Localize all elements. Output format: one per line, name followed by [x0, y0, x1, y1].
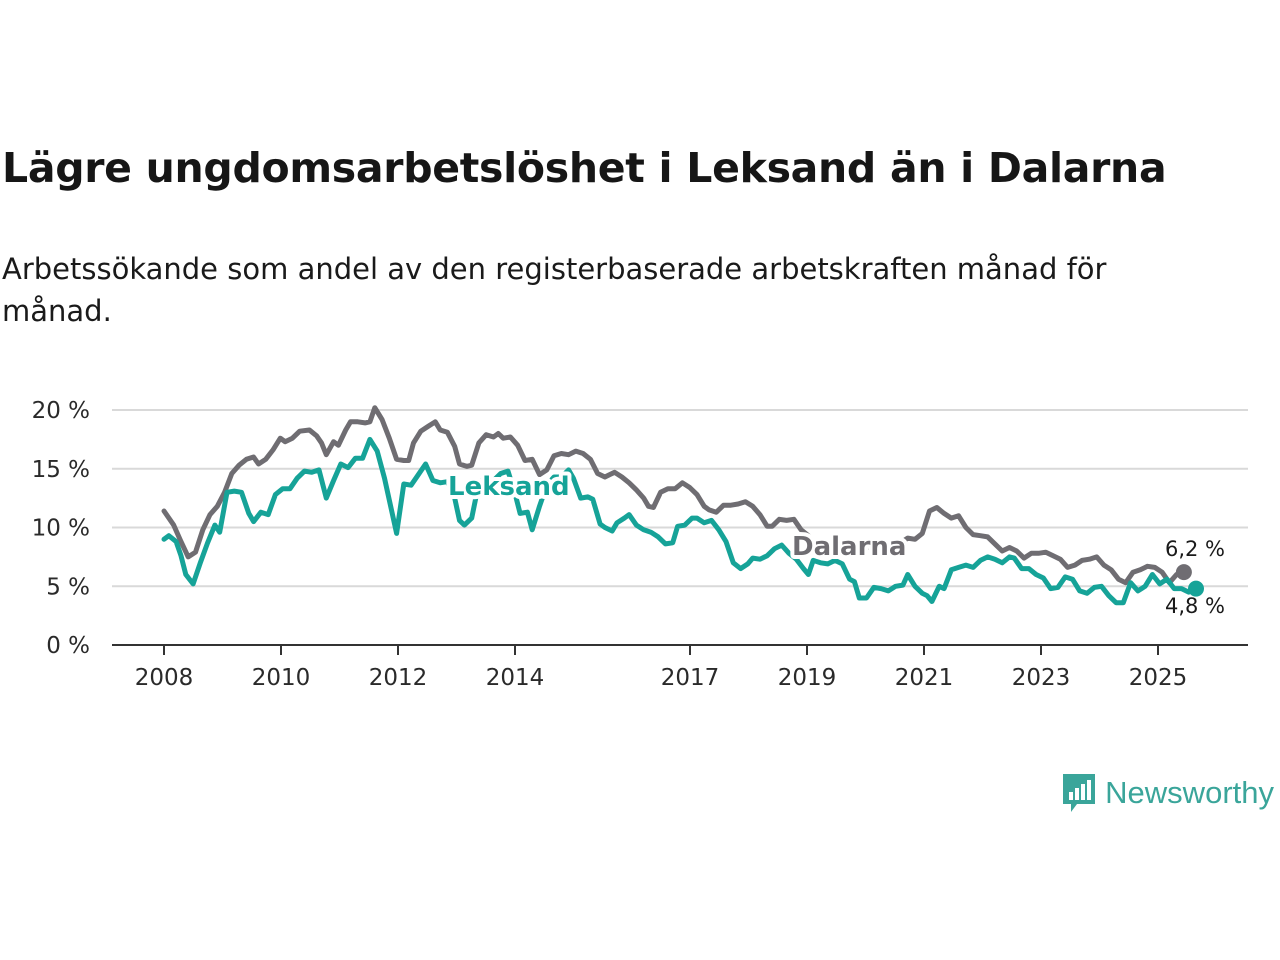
series-lines — [161, 405, 1204, 606]
axes: 0 % 5 % 10 % 15 % 20 % 2008 2010 2012 2014 2017 20… — [32, 398, 1248, 691]
dalarna-end-label: 6,2 % — [1165, 537, 1225, 561]
x-tick-label: 2017 — [661, 665, 720, 691]
chart-title: Lägre ungdomsarbetslöshet i Leksand än i… — [2, 144, 1167, 192]
x-tick-label: 2014 — [486, 665, 545, 691]
x-tick-label: 2021 — [895, 665, 954, 691]
x-tick-label: 2008 — [135, 665, 194, 691]
x-tick-label: 2019 — [778, 665, 837, 691]
x-tick-label: 2025 — [1129, 665, 1188, 691]
brand-name: Newsworthy — [1105, 775, 1274, 810]
dalarna-line — [161, 405, 1187, 586]
x-tick-label: 2010 — [252, 665, 311, 691]
leksand-end-label: 4,8 % — [1165, 594, 1225, 618]
leksand-line — [161, 436, 1199, 606]
chart-subtitle: Arbetssökande som andel av den registerb… — [2, 252, 1107, 328]
y-tick-label: 20 % — [32, 398, 90, 424]
y-tick-label: 15 % — [32, 457, 90, 483]
newsworthy-chart-icon — [1063, 774, 1096, 812]
dalarna-end-point — [1175, 564, 1192, 581]
y-tick-label: 0 % — [46, 633, 90, 659]
brand-logo: Newsworthy — [1061, 772, 1274, 814]
leksand-label: Leksand — [448, 472, 570, 502]
x-tick-label: 2012 — [369, 665, 428, 691]
grid-lines — [112, 409, 1248, 588]
y-tick-label: 5 % — [46, 574, 90, 600]
leksand-label-halo: Leksand — [448, 472, 570, 502]
dalarna-label: Dalarna — [792, 532, 906, 562]
dalarna-label-halo: Dalarna — [792, 532, 906, 562]
y-tick-label: 10 % — [32, 516, 90, 542]
leksand-end-point — [1188, 580, 1204, 597]
line-chart: 0 % 5 % 10 % 15 % 20 % 2008 2010 2012 2014 2017 20… — [32, 398, 1248, 691]
x-tick-label: 2023 — [1012, 665, 1071, 691]
